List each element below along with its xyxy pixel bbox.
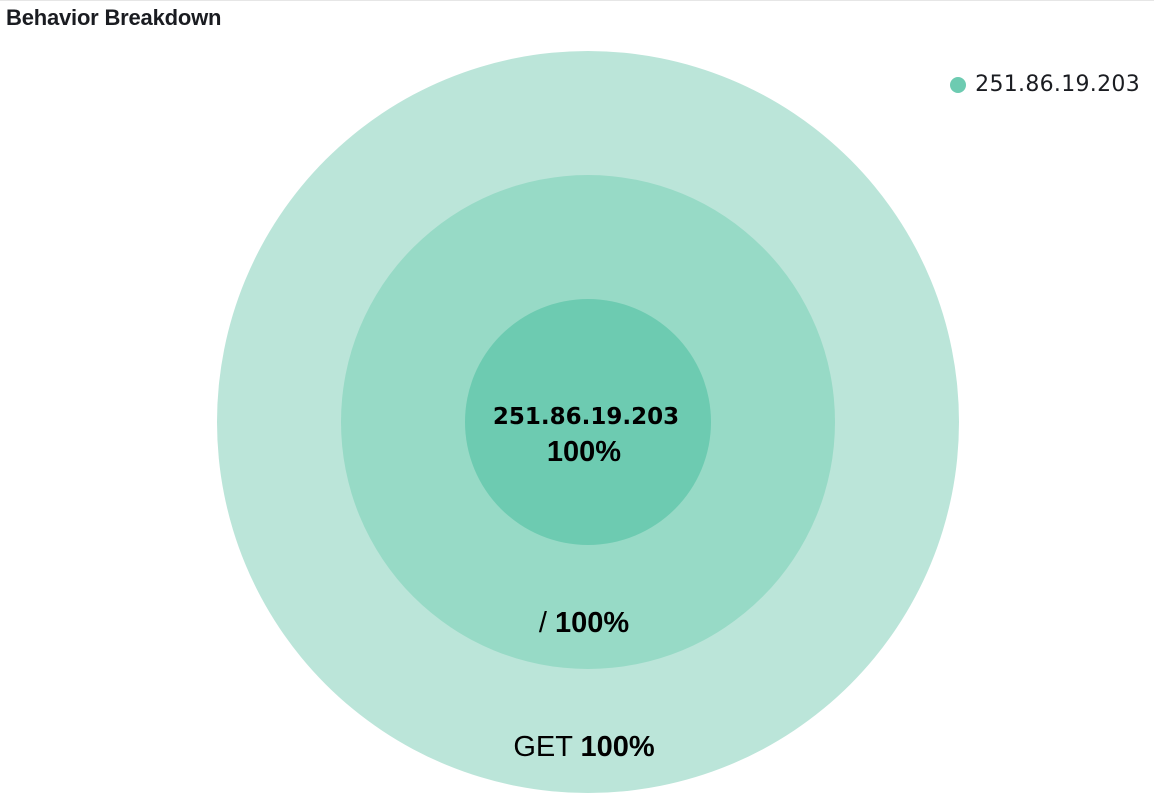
panel-title: Behavior Breakdown: [6, 5, 222, 30]
outer-ring-percent-label: 100%: [580, 731, 654, 763]
inner-ring-percent-label: 100%: [547, 436, 621, 468]
legend-label: 251.86.19.203: [975, 72, 1140, 97]
middle-ring-percent-label: 100%: [555, 607, 629, 639]
outer-ring-label: GET 100%: [513, 731, 655, 763]
inner-ring-name-label: 251.86.19.203: [493, 404, 679, 430]
ring-inner-ip[interactable]: [465, 299, 711, 545]
outer-ring-name-label: GET: [513, 731, 573, 763]
middle-ring-name-label: /: [539, 607, 548, 639]
legend-item-ip[interactable]: 251.86.19.203: [950, 72, 1140, 97]
panel-top-border: [0, 0, 1154, 1]
middle-ring-label: / 100%: [539, 607, 630, 639]
legend-swatch-dot-icon: [950, 76, 967, 93]
